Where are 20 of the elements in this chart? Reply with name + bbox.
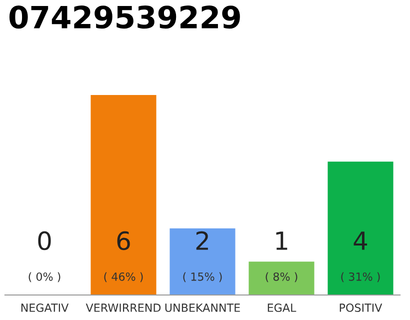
x-tick-label: NEGATIV xyxy=(21,304,69,312)
x-tick-label: UNBEKANNTE xyxy=(165,304,240,312)
data-label: 0 xyxy=(38,231,51,250)
bar xyxy=(90,95,156,295)
annotation: ( 0% ) xyxy=(28,272,60,282)
annotation: ( 31% ) xyxy=(341,272,380,282)
bar xyxy=(328,162,394,295)
x-tick-label: EGAL xyxy=(268,304,296,312)
bar xyxy=(170,228,236,295)
chart-title: 07429539229 xyxy=(9,6,240,29)
data-label: 6 xyxy=(117,231,130,250)
data-label: 2 xyxy=(196,231,208,250)
x-tick-label: VERWIRREND xyxy=(86,304,161,312)
data-label: 1 xyxy=(276,232,288,250)
data-label: 4 xyxy=(354,232,368,250)
annotation: ( 46% ) xyxy=(104,272,143,282)
annotation: ( 15% ) xyxy=(183,272,222,282)
bar xyxy=(248,262,314,295)
annotation: ( 8% ) xyxy=(266,272,298,282)
x-tick-label: POSITIV xyxy=(340,304,382,312)
